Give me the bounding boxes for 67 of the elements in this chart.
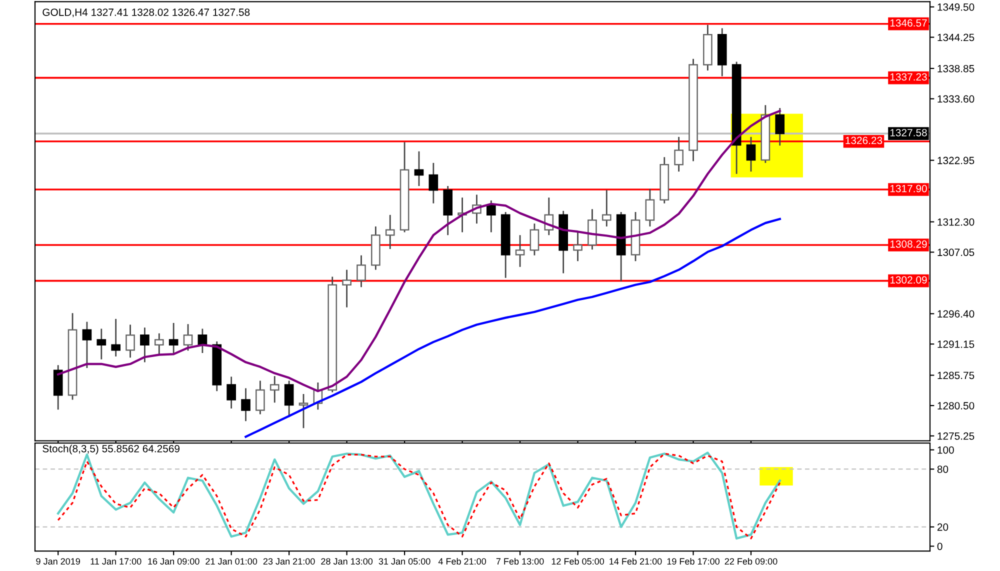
y-tick-label: 20 bbox=[937, 523, 948, 531]
y-tick-label: 80 bbox=[937, 466, 948, 473]
text: GOLD,H4 1327.41 1328.02 1326.47 1327.58 bbox=[42, 8, 250, 18]
y-tick-label: 100 bbox=[938, 446, 954, 454]
candlestick bbox=[183, 323, 193, 352]
candlestick bbox=[96, 328, 106, 360]
candlestick bbox=[775, 107, 785, 146]
x-tick-label: 19 Feb 17:00 bbox=[667, 558, 720, 565]
x-tick-label: 16 Jan 09:00 bbox=[148, 558, 200, 565]
candlestick bbox=[168, 322, 178, 354]
candlestick bbox=[111, 318, 121, 358]
ref-line-label: 1337.23 bbox=[890, 73, 927, 81]
x-tick-label: 31 Jan 05:00 bbox=[378, 558, 430, 565]
x-tick-label: 22 Feb 09:00 bbox=[724, 558, 778, 565]
y-tick-label: 1349.50 bbox=[938, 3, 974, 11]
x-tick-label: 28 Jan 13:00 bbox=[321, 558, 373, 565]
candlestick bbox=[674, 136, 684, 172]
x-tick-label: 23 Jan 21:00 bbox=[263, 558, 315, 565]
candlestick bbox=[270, 375, 280, 404]
candlestick bbox=[298, 393, 308, 429]
candlestick bbox=[82, 321, 92, 369]
y-tick-label: 1280.50 bbox=[938, 402, 974, 410]
candlestick bbox=[428, 162, 438, 204]
chart-title: Stoch(8,3,5) 55.8562 64.2569 bbox=[42, 444, 180, 454]
y-tick-label: 0 bbox=[937, 542, 942, 550]
x-tick-label: 11 Jan 17:00 bbox=[90, 558, 142, 565]
candlestick bbox=[385, 214, 395, 250]
candlestick bbox=[140, 326, 150, 363]
x-tick-label: 14 Feb 21:00 bbox=[610, 558, 662, 565]
y-tick-label: 1344.25 bbox=[938, 34, 974, 42]
ref-line-label: 1346.57 bbox=[890, 19, 927, 27]
y-tick-label: 1285.75 bbox=[938, 372, 974, 380]
candlestick bbox=[645, 188, 655, 228]
x-tick-label: 7 Feb 13:00 bbox=[496, 558, 544, 565]
candlestick bbox=[241, 388, 250, 422]
x-tick-label: 21 Jan 01:00 bbox=[206, 558, 258, 565]
candlestick bbox=[515, 234, 525, 268]
candlestick bbox=[414, 150, 424, 187]
candlestick bbox=[602, 189, 612, 228]
ref-line-label: 1317.90 bbox=[890, 184, 927, 192]
y-tick-label: 1275.25 bbox=[938, 432, 974, 440]
x-tick-label: 4 Feb 21:00 bbox=[438, 558, 486, 565]
y-tick-label: 1338.85 bbox=[938, 64, 974, 72]
x-tick-label: 12 Feb 05:00 bbox=[552, 558, 604, 565]
candlestick bbox=[226, 376, 236, 410]
y-tick-label: 1296.40 bbox=[938, 310, 974, 318]
candlestick bbox=[256, 380, 265, 415]
ref-line-label: 1326.23 bbox=[846, 136, 882, 144]
candlestick bbox=[486, 200, 496, 233]
y-tick-label: 1307.05 bbox=[938, 248, 974, 256]
candlestick bbox=[154, 332, 164, 356]
candlestick bbox=[573, 232, 582, 262]
candlestick bbox=[126, 324, 135, 358]
candlestick bbox=[342, 269, 352, 308]
y-tick-label: 1333.60 bbox=[938, 95, 974, 103]
candlestick bbox=[530, 222, 540, 256]
y-tick-label: 1322.95 bbox=[938, 156, 974, 164]
line-series bbox=[244, 218, 781, 438]
ref-line-label: 1302.09 bbox=[890, 276, 927, 284]
candlestick bbox=[746, 136, 756, 172]
candlestick bbox=[356, 254, 366, 288]
ref-line-label: 1327.58 bbox=[890, 128, 927, 136]
y-tick-label: 1291.15 bbox=[938, 340, 974, 348]
y-tick-label: 1312.30 bbox=[938, 218, 974, 226]
candlestick bbox=[284, 380, 294, 418]
ref-line-label: 1308.29 bbox=[890, 240, 927, 248]
x-tick-label: 9 Jan 2019 bbox=[36, 558, 80, 565]
